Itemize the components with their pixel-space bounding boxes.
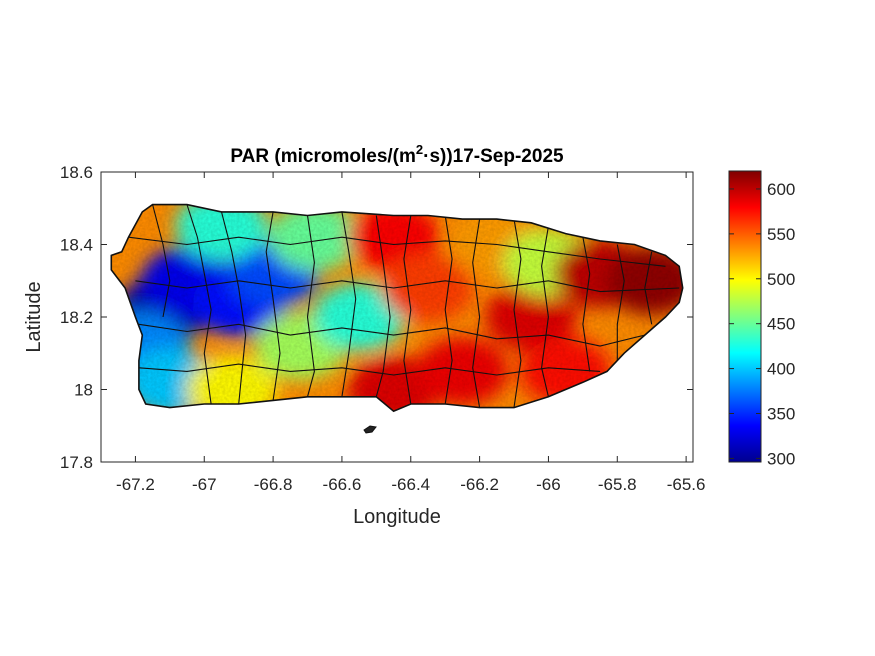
y-axis-label: Latitude [23, 281, 45, 352]
colorbar-ticks: 300 350 400 450 500 550 600 [729, 180, 795, 468]
colorbar-tick-label: 550 [767, 225, 795, 244]
municipal-boundary-line [186, 204, 212, 405]
municipal-boundary-line [128, 236, 666, 267]
municipal-boundary-line [138, 323, 645, 347]
municipal-boundary-line [472, 219, 481, 408]
x-tick-label: -66.6 [323, 475, 362, 494]
x-tick-label: -67 [192, 475, 217, 494]
colorbar-tick-label: 300 [767, 449, 795, 468]
chart-title: PAR (micromoles/(m2·s))17-Sep-2025 [230, 142, 564, 167]
colorbar-tick-label: 400 [767, 360, 795, 379]
colorbar-tick-label: 600 [767, 180, 795, 199]
x-tick-label: -66 [536, 475, 561, 494]
municipal-boundary-line [644, 251, 653, 325]
title-superscript: 2 [416, 142, 423, 157]
y-axis: 17.8 18 18.2 18.4 18.6 [60, 163, 693, 472]
x-tick-label: -66.8 [254, 475, 293, 494]
x-tick-label: -65.8 [598, 475, 637, 494]
municipal-boundary-line [375, 215, 391, 397]
municipal-boundary-line [541, 226, 549, 397]
y-tick-label: 18.4 [60, 236, 93, 255]
colorbar-gradient [728, 170, 762, 463]
municipal-boundary-line [444, 215, 453, 405]
municipal-boundaries [128, 204, 680, 408]
municipal-boundary-line [403, 215, 412, 405]
colorbar-tick-label: 500 [767, 270, 795, 289]
island-outline [110, 203, 684, 413]
title-suffix: ·s))17-Sep-2025 [423, 146, 564, 167]
municipal-boundary-line [513, 219, 522, 408]
x-tick-label: -66.2 [460, 475, 499, 494]
title-prefix: PAR (micromoles/(m [230, 146, 415, 167]
x-tick-label: -67.2 [116, 475, 155, 494]
municipal-boundary-line [582, 237, 591, 372]
x-tick-label: -65.6 [667, 475, 706, 494]
municipal-boundary-line [616, 244, 625, 361]
municipal-boundary-line [135, 280, 680, 293]
x-axis: -67.2 -67 -66.8 -66.6 -66.4 -66.2 -66 -65.8 -65.… [116, 172, 705, 494]
municipal-boundary-line [306, 215, 315, 397]
colorbar-tick-label: 450 [767, 315, 795, 334]
municipal-boundary-line [138, 363, 601, 376]
y-tick-label: 18 [74, 381, 93, 400]
colorbar: 300 350 400 450 500 550 600 [728, 170, 795, 468]
colorbar-tick-label: 350 [767, 405, 795, 424]
y-tick-label: 18.6 [60, 163, 93, 182]
municipal-boundary-line [152, 204, 171, 318]
municipal-boundary-line [341, 211, 357, 397]
caja-de-muertos-island [363, 425, 377, 434]
y-tick-label: 17.8 [60, 453, 93, 472]
x-tick-label: -66.4 [391, 475, 430, 494]
x-axis-label: Longitude [353, 506, 441, 528]
municipal-boundary-line [265, 211, 281, 401]
y-tick-label: 18.2 [60, 308, 93, 327]
